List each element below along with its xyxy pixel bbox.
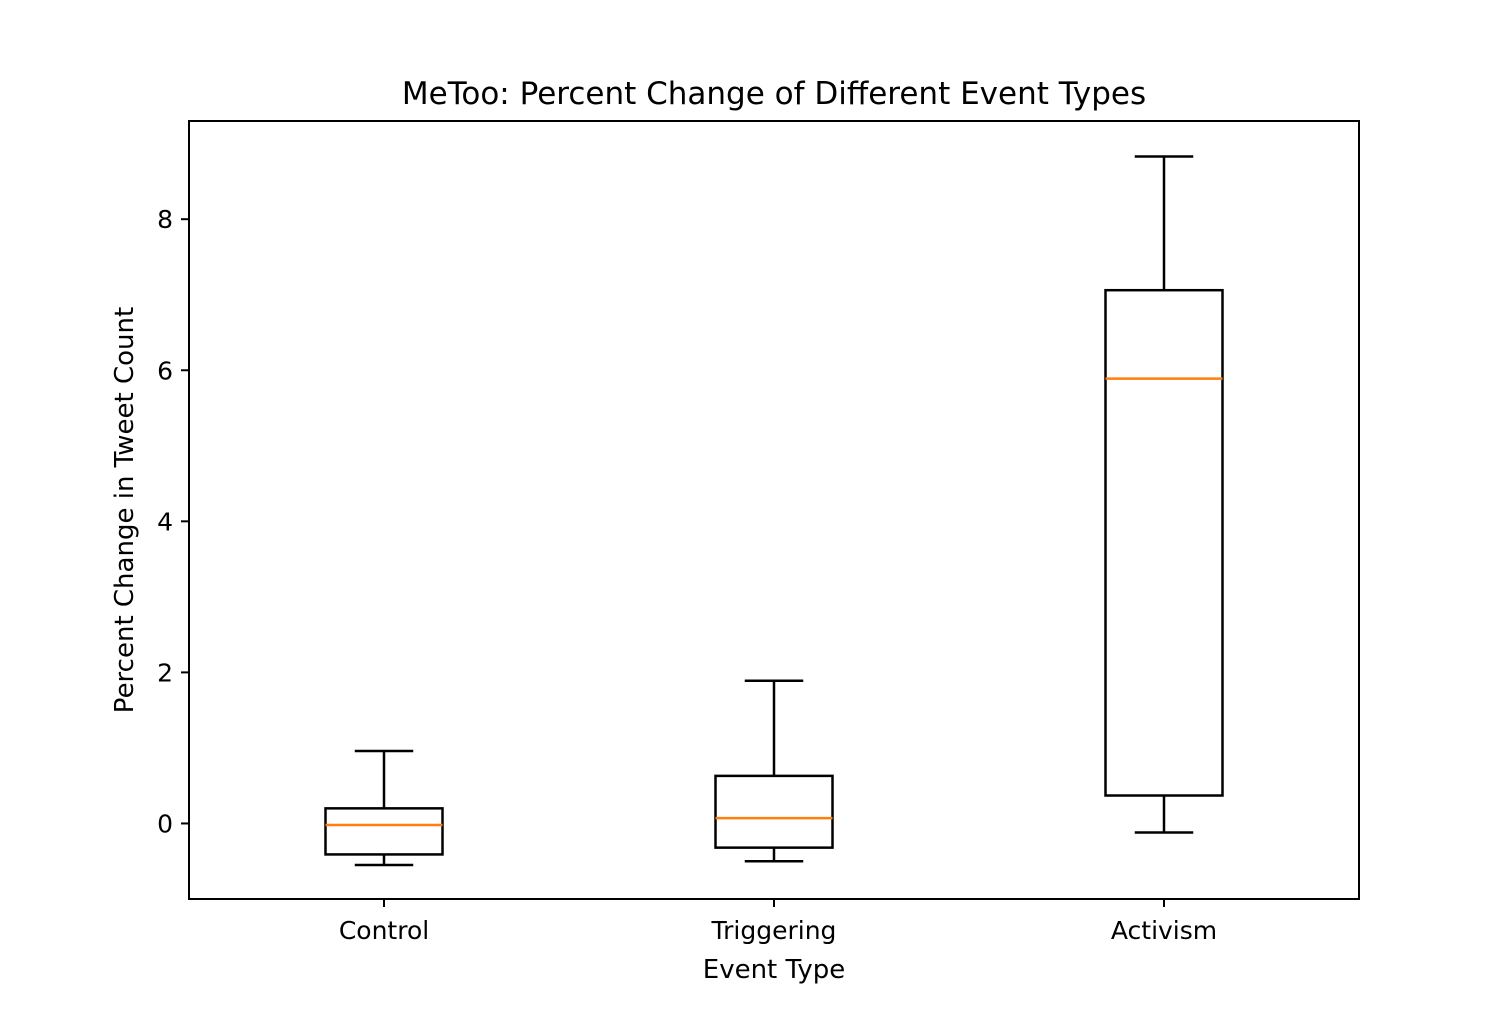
iqr-box [1104, 288, 1224, 797]
x-axis: Control Triggering Activism [339, 899, 1217, 945]
box-activism [1104, 155, 1224, 834]
box-control [324, 749, 444, 867]
x-tick-label: Activism [1111, 916, 1217, 945]
iqr-box [324, 807, 444, 856]
y-tick-label: 0 [157, 809, 173, 838]
box-triggering [714, 679, 834, 863]
y-tick-label: 4 [157, 507, 173, 536]
y-axis: 0 2 4 6 8 [157, 205, 189, 838]
y-tick-label: 6 [157, 356, 173, 385]
x-tick-label: Control [339, 916, 429, 945]
y-tick-label: 2 [157, 658, 173, 687]
chart-title: MeToo: Percent Change of Different Event… [402, 76, 1146, 112]
iqr-box [714, 774, 834, 849]
x-tick-label: Triggering [711, 916, 837, 945]
y-tick-label: 8 [157, 205, 173, 234]
y-axis-label: Percent Change in Tweet Count [110, 307, 140, 713]
plot-area [324, 155, 1224, 867]
x-axis-label: Event Type [703, 955, 845, 985]
